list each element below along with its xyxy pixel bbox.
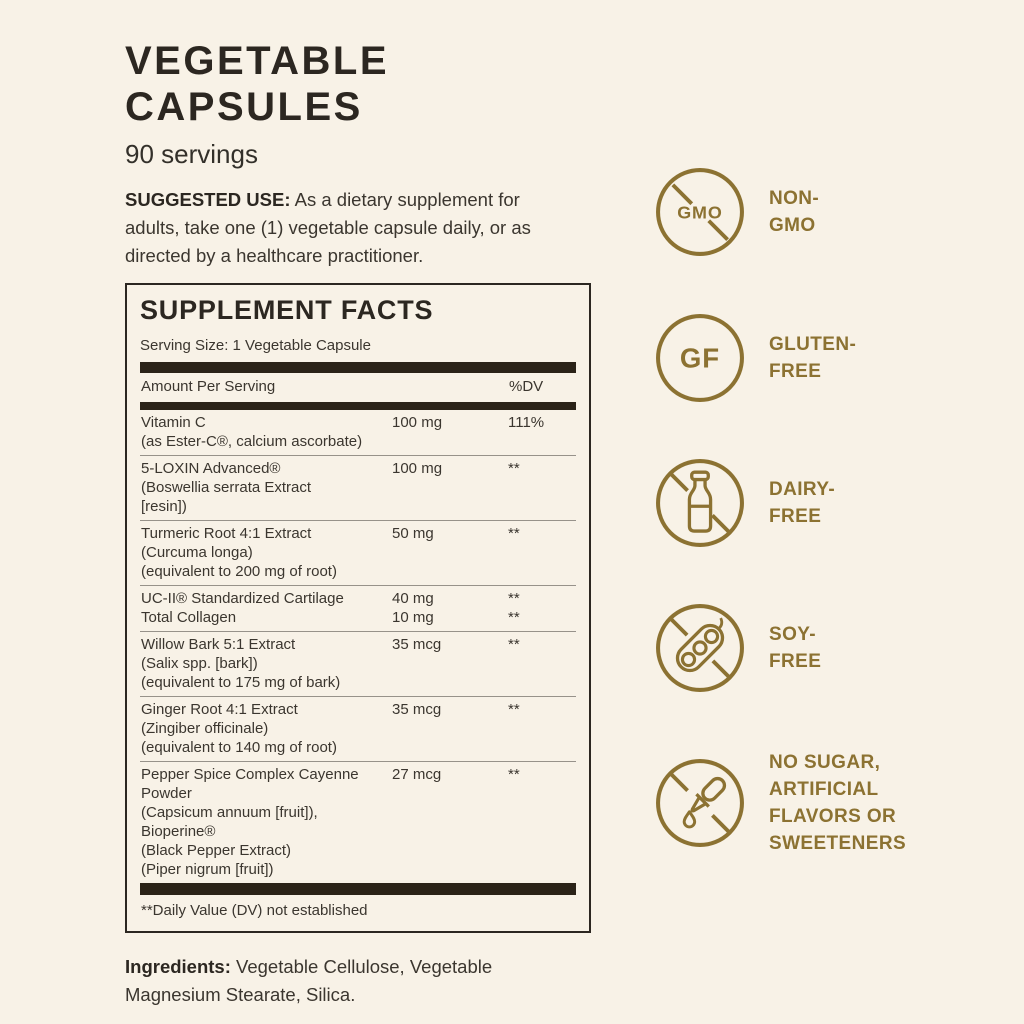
facts-row: Pepper Spice Complex Cayenne 27 mcg ** Powd… — [140, 761, 576, 883]
supplement-facts-title: SUPPLEMENT FACTS — [140, 295, 434, 325]
badge-label-non-gmo: NON- GMO — [769, 188, 820, 236]
ingredient-name: Total Collagen — [141, 609, 237, 626]
servings-count: 90 servings — [125, 139, 258, 169]
ingredient-subtext: (equivalent to 140 mg of root) — [141, 739, 337, 756]
ingredient-dv: ** — [508, 590, 520, 607]
ingredient-subtext: (Zingiber officinale) — [141, 720, 269, 737]
free-of-paragraph: FREE OF: Gluten, Wheat, Soy, Yeast, Suga… — [125, 1020, 603, 1024]
ingredients-text: Vegetable Cellulose, Vegetable Magnesium… — [125, 956, 493, 1005]
facts-line: Turmeric Root 4:1 Extract 50 mg ** — [141, 524, 575, 543]
facts-row: Ginger Root 4:1 Extract 35 mcg ** (Zingiber… — [140, 696, 576, 761]
ingredient-amount: 100 mg — [392, 414, 443, 431]
facts-row: Vitamin C 100 mg 111% (as Ester-C®, calcium… — [140, 410, 576, 455]
ingredient-dv: ** — [508, 609, 520, 626]
ingredient-dv: ** — [508, 701, 520, 718]
badge-label-no-sugar: NO SUGAR, ARTIFICIAL FLAVORS OR SWEETENE… — [769, 752, 907, 854]
facts-row: Willow Bark 5:1 Extract 35 mcg ** (Salix sp… — [140, 631, 576, 696]
ingredient-subtext: (Salix spp. [bark]) — [141, 655, 258, 672]
ingredient-name: Pepper Spice Complex Cayenne — [141, 766, 359, 783]
gluten-free-icon: GF — [656, 314, 744, 402]
ingredient-subtext: (Curcuma longa) — [141, 544, 253, 561]
no-sugar-icon — [656, 759, 744, 847]
facts-line: UC-II® Standardized Cartilage 40 mg ** — [141, 589, 575, 608]
badge-gluten-free: GF GLUTEN- FREE — [654, 312, 999, 404]
page-title: VEGETABLE CAPSULES — [125, 39, 390, 129]
ingredient-amount: 40 mg — [392, 590, 434, 607]
ingredient-name: Turmeric Root 4:1 Extract — [141, 525, 312, 542]
ingredient-amount: 100 mg — [392, 460, 443, 477]
label-left-column: VEGETABLE CAPSULES 90 servings SUGGESTED… — [125, 38, 603, 1024]
supplement-facts-panel: SUPPLEMENT FACTS Serving Size: 1 Vegetab… — [125, 283, 591, 933]
ingredient-subtext: (Boswellia serrata Extract — [141, 479, 312, 496]
ingredient-amount: 35 mcg — [392, 701, 442, 718]
ingredient-dv: 111% — [508, 414, 545, 431]
badge-dairy-free: DAIRY- FREE — [654, 457, 999, 549]
dairy-free-icon — [656, 459, 744, 547]
suggested-use-text: As a dietary supplement for adults, take… — [125, 189, 531, 266]
dv-footnote: **Daily Value (DV) not established — [141, 902, 368, 919]
gf-circle-text: GF — [680, 343, 720, 374]
badge-label-gluten-free: GLUTEN- FREE — [769, 334, 857, 382]
serving-size: Serving Size: 1 Vegetable Capsule — [140, 337, 371, 354]
ingredients-label: Ingredients: — [125, 956, 231, 977]
ingredient-name: Willow Bark 5:1 Extract — [141, 636, 296, 653]
ingredient-subtext: Powder — [141, 785, 192, 802]
facts-line: Ginger Root 4:1 Extract 35 mcg ** — [141, 700, 575, 719]
divider-bar-top — [140, 362, 576, 373]
facts-row: Turmeric Root 4:1 Extract 50 mg ** (Curcuma… — [140, 520, 576, 585]
ingredient-dv: ** — [508, 525, 520, 542]
amount-per-serving-header: Amount Per Serving — [141, 378, 276, 395]
non-gmo-icon: GMO — [656, 168, 744, 256]
ingredient-amount: 27 mcg — [392, 766, 442, 783]
badge-label-soy-free: SOY- FREE — [769, 624, 822, 672]
ingredient-amount: 35 mcg — [392, 636, 442, 653]
suggested-use-label: SUGGESTED USE: — [125, 189, 291, 210]
ingredient-subtext: (Piper nigrum [fruit]) — [141, 861, 274, 878]
badge-soy-free: SOY- FREE — [654, 602, 999, 694]
facts-line: Pepper Spice Complex Cayenne 27 mcg ** — [141, 765, 575, 784]
ingredient-subtext: Bioperine® — [141, 823, 216, 840]
ingredient-name: Ginger Root 4:1 Extract — [141, 701, 298, 718]
badge-no-sugar: NO SUGAR, ARTIFICIAL FLAVORS OR SWEETENE… — [654, 749, 999, 857]
facts-row: UC-II® Standardized Cartilage 40 mg ** Tota… — [140, 585, 576, 631]
ingredient-name: Vitamin C — [141, 414, 206, 431]
ingredient-subtext: [resin]) — [141, 498, 187, 515]
suggested-use-paragraph: SUGGESTED USE: As a dietary supplement f… — [125, 186, 603, 270]
ingredient-subtext: (Black Pepper Extract) — [141, 842, 292, 859]
ingredient-subtext: (equivalent to 175 mg of bark) — [141, 674, 341, 691]
ingredient-subtext: (Capsicum annuum [fruit]), — [141, 804, 318, 821]
facts-line: 5-LOXIN Advanced® 100 mg ** — [141, 459, 575, 478]
facts-line: Total Collagen 10 mg ** — [141, 608, 575, 627]
ingredient-amount: 50 mg — [392, 525, 434, 542]
ingredient-dv: ** — [508, 766, 520, 783]
ingredient-subtext: (equivalent to 200 mg of root) — [141, 563, 337, 580]
ingredients-paragraph: Ingredients: Vegetable Cellulose, Vegeta… — [125, 953, 603, 1009]
facts-line: Vitamin C 100 mg 111% — [141, 413, 575, 432]
dv-header: %DV — [509, 378, 544, 395]
facts-table: Vitamin C 100 mg 111% (as Ester-C®, calcium… — [140, 410, 576, 883]
gmo-circle-text: GMO — [677, 202, 723, 222]
ingredient-name: UC-II® Standardized Cartilage — [141, 590, 344, 607]
ingredient-dv: ** — [508, 636, 520, 653]
ingredient-dv: ** — [508, 460, 520, 477]
ingredient-name: 5-LOXIN Advanced® — [141, 460, 281, 477]
badge-label-dairy-free: DAIRY- FREE — [769, 479, 836, 527]
facts-line: Willow Bark 5:1 Extract 35 mcg ** — [141, 635, 575, 654]
soy-free-icon — [656, 604, 744, 692]
badge-non-gmo: GMO NON- GMO — [654, 166, 999, 258]
facts-column-headers: Amount Per Serving %DV — [140, 373, 576, 402]
divider-bar-header — [140, 402, 576, 410]
ingredient-subtext: (as Ester-C®, calcium ascorbate) — [141, 433, 363, 450]
divider-bar-bottom — [140, 883, 576, 895]
facts-row: 5-LOXIN Advanced® 100 mg ** (Boswellia serr… — [140, 455, 576, 520]
ingredient-amount: 10 mg — [392, 609, 434, 626]
